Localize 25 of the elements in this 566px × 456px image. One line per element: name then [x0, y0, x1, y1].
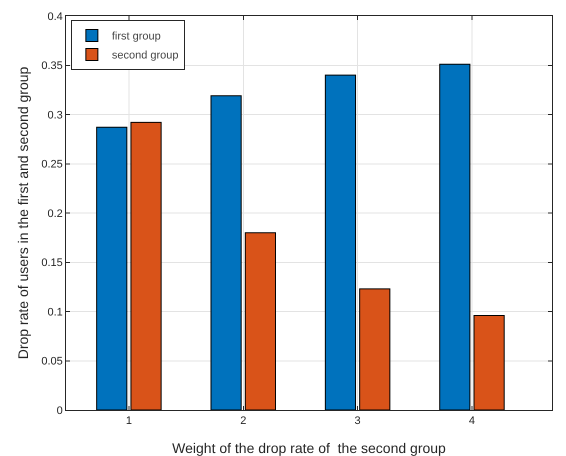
x-tick-label: 3: [354, 415, 361, 428]
bar: [244, 232, 276, 410]
x-tick-label: 1: [126, 415, 132, 428]
x-tick-label: 4: [468, 415, 476, 428]
bar: [439, 64, 470, 410]
bar: [130, 122, 162, 410]
y-tick-label: 0.15: [41, 257, 63, 270]
y-tick-label: 0.4: [48, 10, 63, 23]
y-tick-label: 0.25: [41, 158, 63, 171]
bar: [359, 288, 390, 410]
y-tick-label: 0.1: [48, 306, 63, 318]
x-axis-title: Weight of the drop rate of the second group: [172, 440, 446, 456]
x-tick-label: 2: [240, 415, 246, 428]
bar: [210, 95, 242, 410]
y-tick-label: 0.2: [48, 208, 63, 220]
y-tick-label: 0.35: [41, 60, 63, 72]
y-tick-label: 0: [56, 404, 63, 417]
y-tick-label: 0.05: [41, 356, 63, 368]
bar: [96, 126, 128, 410]
legend-label: first group: [112, 30, 161, 43]
bar: [474, 314, 505, 410]
bar: [324, 74, 356, 410]
y-tick-label: 0.3: [48, 109, 63, 122]
legend-label: second group: [112, 50, 179, 62]
y-axis-title: Drop rate of users in the first and second group: [15, 66, 31, 360]
